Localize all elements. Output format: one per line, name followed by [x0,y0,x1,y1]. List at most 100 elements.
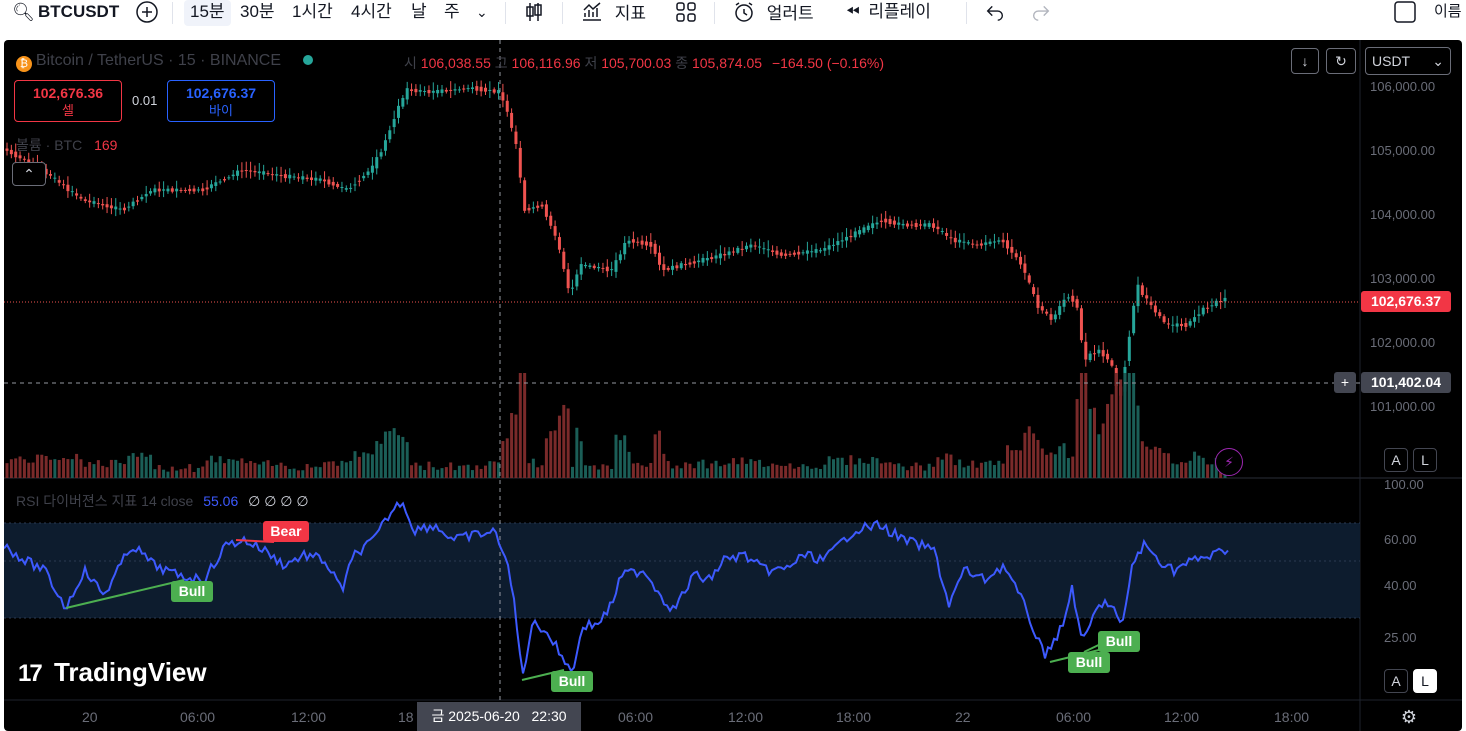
interval-day[interactable]: 날 [411,2,427,21]
fullscreen-button[interactable] [1393,0,1417,26]
volume-bar [862,462,866,478]
scroll-down-button[interactable]: ↓ [1291,48,1319,74]
spread-value: 0.01 [132,93,158,108]
volume-bar [1162,452,1166,478]
undo-button[interactable] [984,0,1006,26]
bull-divergence-label: Bull [171,581,213,602]
interval-15m[interactable]: 15분 [184,0,231,26]
volume-bar [949,454,953,478]
candle [614,260,618,272]
volume-bar [688,463,692,478]
candle [497,89,501,94]
bull-divergence-label: Bull [551,671,593,692]
volume-bar [653,434,657,478]
volume-bar [849,455,853,478]
candle [114,206,118,210]
symbol-name[interactable]: BTCUSDT [38,2,120,21]
candle [162,189,166,191]
low-value: 105,700.03 [601,55,672,71]
auto-scale-button[interactable]: A [1384,448,1408,472]
volume-bar [427,461,431,478]
collapse-legend-button[interactable]: ⌃ [12,162,46,186]
candle [627,240,631,244]
lightning-icon[interactable]: ⚡︎ [1215,448,1243,476]
rsi-auto-scale-button[interactable]: A [1384,669,1408,693]
candle [253,171,257,173]
candle [292,176,296,178]
chart-canvas[interactable] [4,40,1462,731]
volume-bar [283,465,287,478]
volume-bar [257,464,261,478]
alert-button[interactable]: 얼러트 [732,0,814,26]
candle [1180,323,1183,327]
volume-bar [444,467,448,478]
sell-button[interactable]: 102,676.36 셀 [14,80,122,122]
interval-dropdown-chevron-down-icon[interactable]: ⌄ [476,4,488,20]
tradingview-logo[interactable]: 17 TradingView [18,657,207,688]
volume-bar [196,467,200,478]
volume-bar [879,463,883,478]
settings-gear-icon[interactable]: ⚙︎ [1400,707,1418,727]
last-price-label: 102,676.37 [1361,291,1451,312]
volume-bar [1114,373,1118,478]
rsi-axis-label: 60.00 [1384,532,1417,547]
buy-button[interactable]: 102,676.37 바이 [167,80,275,122]
candle [196,189,200,191]
volume-bar [109,459,113,478]
log-scale-button[interactable]: L [1413,448,1437,472]
candle [457,89,461,91]
volume-bar [671,468,675,478]
volume-bar [44,455,48,478]
volume-bar [240,458,244,478]
volume-bar [736,464,740,478]
volume-bar [527,463,531,478]
close-label: 종 [675,55,689,71]
volume-bar [336,465,340,478]
price-axis-label: 104,000.00 [1370,207,1436,222]
volume-bar [614,434,618,478]
candle [388,130,392,140]
layouts-button[interactable] [674,0,698,26]
volume-bar [779,465,783,478]
volume-bar [940,459,944,478]
candle [22,158,26,160]
currency-select[interactable]: USDT ⌄ [1365,47,1451,75]
redo-button[interactable] [1030,0,1052,26]
interval-1h[interactable]: 1시간 [292,2,333,21]
interval-30m[interactable]: 30분 [240,2,275,21]
candle [1201,307,1205,315]
rsi-log-scale-button[interactable]: L [1413,669,1437,693]
open-label: 시 [404,55,417,71]
volume-bar [1127,373,1131,478]
candle [5,148,9,151]
candle [501,92,505,101]
replay-button[interactable]: ⏪︎ 리플레이 [846,0,931,26]
compare-button[interactable] [134,0,160,26]
volume-bar [162,469,166,478]
interval-4h[interactable]: 4시간 [351,2,392,21]
add-alert-plus-icon[interactable]: + [1334,372,1356,393]
symbol-search[interactable]: 🔍︎ [12,0,35,26]
volume-bar [57,459,61,478]
volume-bar [475,465,479,478]
reset-view-button[interactable]: ↻ [1326,48,1356,74]
volume-bar [901,466,905,478]
candle [731,251,735,253]
chart-type-button[interactable] [522,0,546,26]
candle [109,205,113,209]
candle [597,267,601,269]
indicators-button[interactable]: 지표 [580,0,646,26]
candle [797,251,801,255]
candle [1162,316,1166,323]
volume-bar [905,470,909,478]
candle [427,90,431,94]
volume-bar [701,459,705,478]
volume-bar [1145,446,1149,478]
volume-bar [49,459,52,478]
interval-week[interactable]: 주 [444,2,460,21]
volume-bar [492,461,496,478]
chart-area[interactable]: ₿ Bitcoin / TetherUS · 15 · BINANCE 시 10… [4,40,1462,731]
candle [1027,275,1031,283]
chart-name-label[interactable]: 이름 [1434,3,1462,20]
undo-icon [986,5,1003,21]
